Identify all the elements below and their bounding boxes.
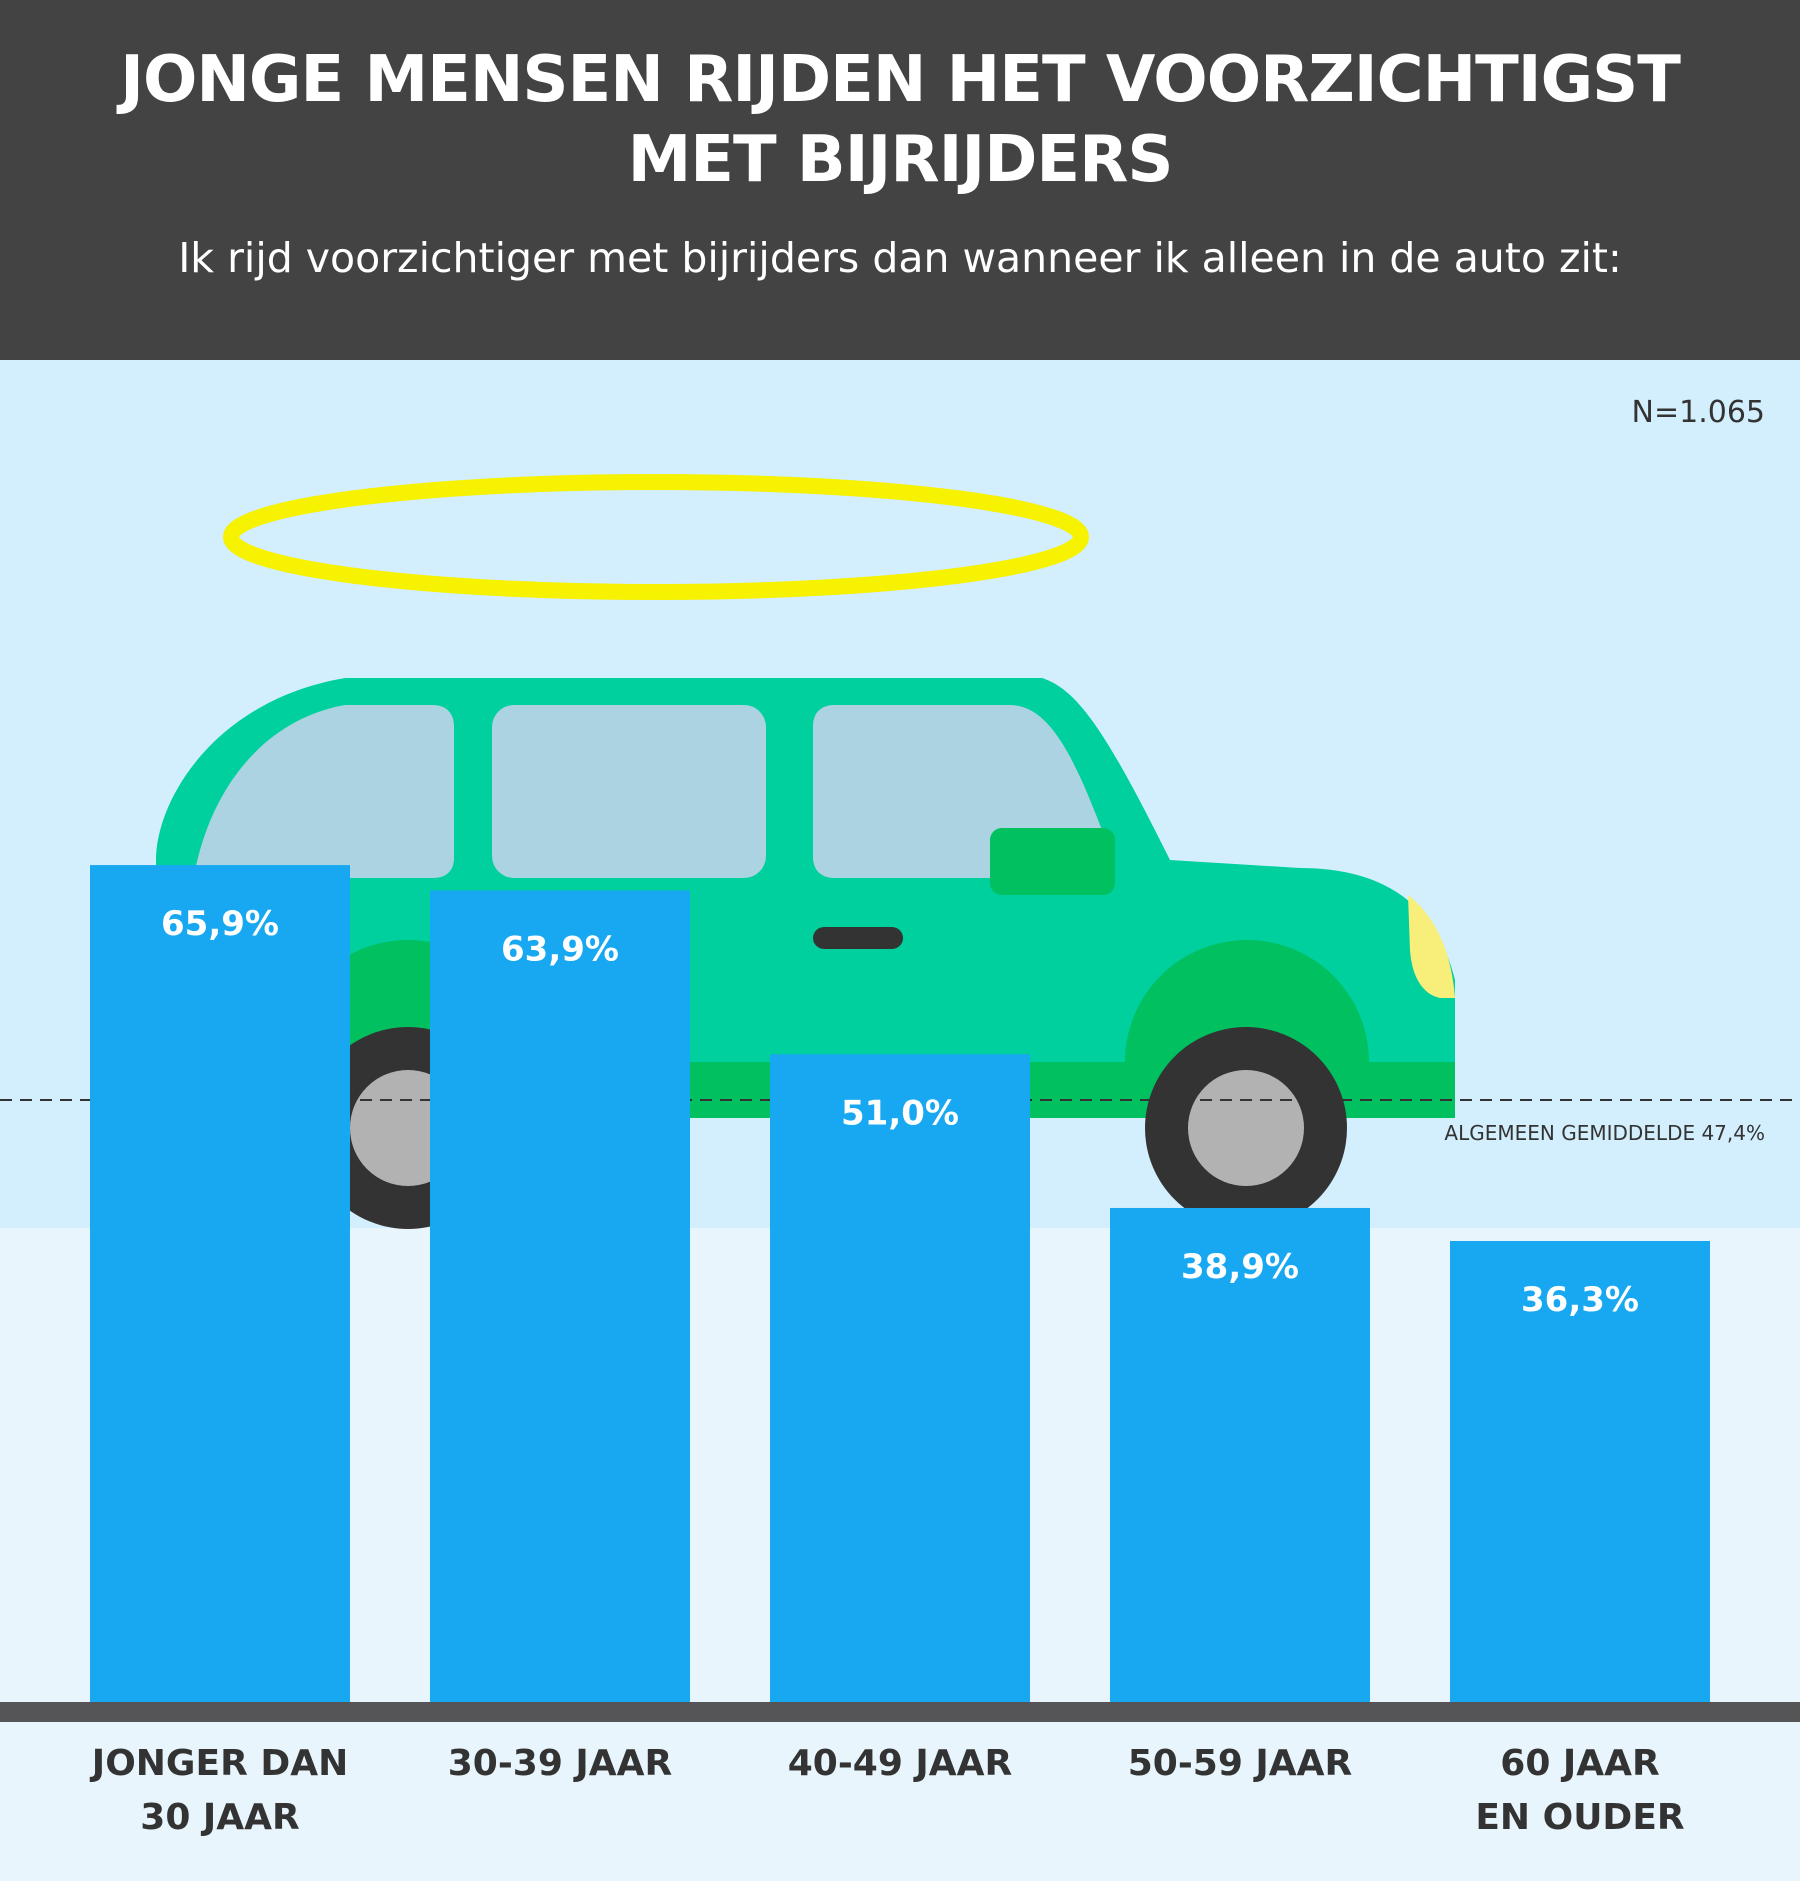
bar-value-label: 65,9% [161, 904, 279, 944]
bar [430, 890, 690, 1702]
bar [770, 1054, 1030, 1702]
bar [1110, 1207, 1370, 1702]
x-axis-baseline [0, 1702, 1800, 1722]
category-label: EN OUDER [1475, 1797, 1684, 1838]
value-labels-group: 65,9% 63,9% 51,0% 38,9% 36,3% [161, 904, 1639, 1320]
bar [1450, 1240, 1710, 1702]
category-label: 40-49 JAAR [788, 1743, 1013, 1784]
category-labels-group: JONGER DAN 30 JAAR 30-39 JAAR 40-49 JAAR 50-… [89, 1743, 1685, 1838]
halo-icon [223, 474, 1089, 600]
category-label: 60 JAAR [1500, 1743, 1659, 1784]
sample-size-note: N=1.065 [1632, 395, 1765, 430]
page-subtitle: Ik rijd voorzichtiger met bijrijders dan… [178, 234, 1622, 282]
bar-value-label: 38,9% [1181, 1247, 1299, 1287]
category-label: 30 JAAR [140, 1797, 299, 1838]
bar-value-label: 36,3% [1521, 1280, 1639, 1320]
header: JONGE MENSEN RIJDEN HET VOORZICHTIGST ME… [0, 0, 1800, 360]
category-label: 30-39 JAAR [448, 1743, 673, 1784]
bar-value-label: 63,9% [501, 929, 619, 969]
page-title: JONGE MENSEN RIJDEN HET VOORZICHTIGST ME… [120, 43, 1681, 197]
bars-group [90, 865, 1710, 1702]
bar [90, 865, 350, 1702]
bar-value-label: 51,0% [841, 1093, 959, 1133]
category-label: 50-59 JAAR [1128, 1743, 1353, 1784]
category-label: JONGER DAN [89, 1743, 348, 1784]
average-reference-label: ALGEMEEN GEMIDDELDE 47,4% [1444, 1121, 1765, 1145]
